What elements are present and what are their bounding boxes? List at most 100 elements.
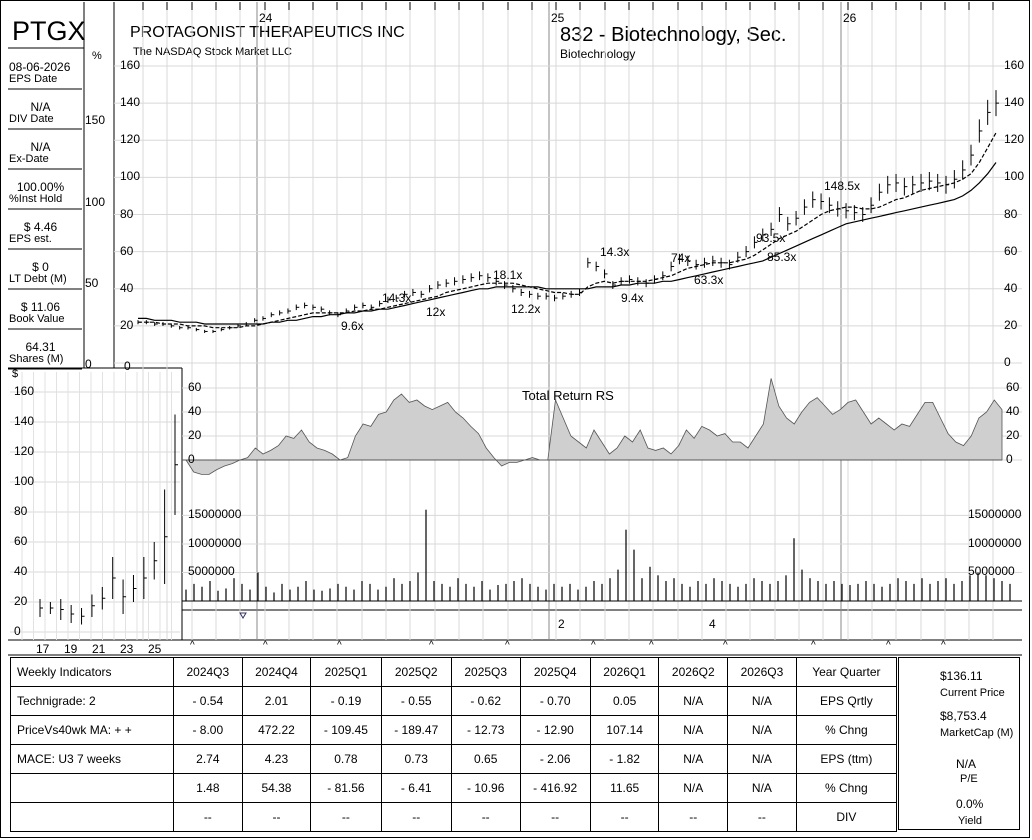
table-cell: % Chng bbox=[795, 773, 898, 803]
table-cell: - 2.06 bbox=[519, 744, 591, 774]
price-tick-left-60: 60 bbox=[120, 243, 134, 258]
table-row: 1.48 54.38- 81.56- 6.41- 10.96- 416.92 11.… bbox=[10, 773, 1020, 803]
table-row: -- -- -- -- -- -- -- -- -- DIV bbox=[10, 802, 1020, 832]
annual-year-17: 17 bbox=[36, 642, 50, 656]
ma-10-line bbox=[138, 132, 997, 329]
stat-value: 64.31 bbox=[25, 340, 56, 354]
company-name: PROTAGONIST THERAPEUTICS INC bbox=[130, 24, 405, 41]
table-row: MACE: U3 7 weeks 2.74 4.23 0.78 0.73 0.65- 2.… bbox=[10, 744, 1020, 774]
table-header-cell: 2025Q3 bbox=[450, 657, 521, 687]
table-cell: - 0.54 bbox=[173, 686, 243, 716]
stat-ex-date: N/A Ex-Date bbox=[9, 141, 72, 165]
earnings-caret: ^ bbox=[337, 640, 342, 651]
stat-value: N/A bbox=[30, 140, 51, 154]
stat-value: $ 4.46 bbox=[23, 220, 58, 234]
volume-tick-right: 15000000 bbox=[968, 507, 1022, 522]
percent-tick: 50 bbox=[85, 276, 99, 290]
table-header-cell: 2026Q3 bbox=[727, 657, 797, 687]
price-tick-left-40: 40 bbox=[120, 280, 134, 295]
table-row: Technigrade: 2- 0.54 2.01- 0.19- 0.55- 0.… bbox=[10, 686, 1020, 716]
earnings-caret: ^ bbox=[505, 640, 510, 651]
rs-tick-left-60: 60 bbox=[188, 380, 202, 394]
table-cell: N/A bbox=[658, 715, 729, 745]
table-cell: -- bbox=[519, 802, 591, 832]
table-row: PriceVs40wk MA: + + - 8.00 472.22- 109.45-… bbox=[10, 715, 1020, 745]
exchange-name: The NASDAQ Stock Market LLC bbox=[133, 46, 292, 58]
table-cell: 2.74 bbox=[173, 744, 243, 774]
right-panel-box bbox=[898, 657, 1020, 830]
earnings-caret: ^ bbox=[886, 640, 891, 651]
pe-annotation: 18.1x bbox=[493, 268, 523, 282]
table-cell: - 109.45 bbox=[310, 715, 382, 745]
quarter-mark-2: 2 bbox=[558, 617, 565, 631]
annual-tick-100: 100 bbox=[14, 474, 35, 488]
table-header-cell: 2025Q4 bbox=[519, 657, 591, 687]
sector-name: Biotechnology bbox=[560, 47, 636, 61]
volume-tick-left: 15000000 bbox=[188, 507, 242, 522]
table-cell: N/A bbox=[727, 744, 797, 774]
percent-tick: 100 bbox=[85, 195, 106, 209]
pe-annotation: 63.3x bbox=[694, 273, 724, 287]
table-cell: - 0.19 bbox=[310, 686, 382, 716]
table-cell: N/A bbox=[727, 773, 797, 803]
earnings-caret: ^ bbox=[429, 640, 434, 651]
annual-year-19: 19 bbox=[64, 642, 78, 656]
table-cell: - 416.92 bbox=[519, 773, 591, 803]
price-tick-right-0: 0 bbox=[1004, 355, 1011, 369]
price-tick-left-140: 140 bbox=[120, 95, 141, 110]
rs-tick-left-40: 40 bbox=[188, 404, 202, 418]
stat-label: Book Value bbox=[9, 313, 65, 325]
percent-axis-symbol: % bbox=[92, 50, 102, 62]
table-cell: 54.38 bbox=[241, 773, 312, 803]
annual-tick-140: 140 bbox=[14, 414, 35, 428]
pe-value: N/A bbox=[956, 757, 977, 771]
annual-tick-40: 40 bbox=[14, 564, 28, 578]
dollar-axis-symbol: $ bbox=[12, 368, 19, 380]
table-cell: N/A bbox=[727, 686, 797, 716]
table-header-cell: 2026Q1 bbox=[589, 657, 660, 687]
price-tick-right-80: 80 bbox=[1004, 206, 1018, 221]
rs-tick-right-20: 20 bbox=[1006, 428, 1020, 442]
table-cell: 4.23 bbox=[241, 744, 312, 774]
market-cap-value: $8,753.4 bbox=[940, 709, 987, 723]
annual-year-21: 21 bbox=[92, 642, 106, 656]
stat-label: Shares (M) bbox=[9, 353, 64, 365]
pe-annotation: 14.3x bbox=[382, 291, 412, 305]
table-cell: - 10.96 bbox=[450, 773, 521, 803]
table-cell: 11.65 bbox=[589, 773, 660, 803]
quarter-mark-4: 4 bbox=[709, 617, 716, 631]
table-cell: 0.73 bbox=[380, 744, 452, 774]
table-cell: EPS Qrtly bbox=[795, 686, 898, 716]
table-cell: 0.05 bbox=[589, 686, 660, 716]
rs-tick-left-0: 0 bbox=[188, 452, 195, 466]
year-label-24: 24 bbox=[259, 11, 273, 25]
stat-div-date: N/A DIV Date bbox=[9, 101, 72, 125]
yield-value: 0.0% bbox=[956, 797, 984, 811]
table-header-cell: Year Quarter bbox=[795, 657, 898, 687]
annual-tick-120: 120 bbox=[14, 444, 35, 458]
market-cap-label: MarketCap (M) bbox=[940, 727, 1014, 739]
pe-annotation: 14.3x bbox=[600, 245, 630, 259]
volume-tick-right: 5000000 bbox=[968, 564, 1015, 579]
annual-tick-20: 20 bbox=[14, 594, 28, 608]
earnings-caret: ^ bbox=[591, 640, 596, 651]
annual-year-25: 25 bbox=[148, 642, 162, 656]
table-cell: -- bbox=[727, 802, 797, 832]
chart-canvas bbox=[8, 2, 1022, 656]
table-cell: N/A bbox=[658, 686, 729, 716]
industry-group: 832 - Biotechnology, Sec. bbox=[560, 24, 787, 46]
table-cell: - 8.00 bbox=[173, 715, 243, 745]
pe-annotation: 74x bbox=[671, 251, 691, 265]
table-header-cell: 2024Q3 bbox=[173, 657, 243, 687]
table-cell: - 0.70 bbox=[519, 686, 591, 716]
current-price-label: Current Price bbox=[940, 687, 1005, 699]
stat-label: LT Debt (M) bbox=[9, 273, 67, 285]
ticker-symbol: PTGX bbox=[12, 16, 86, 46]
table-cell: - 12.90 bbox=[519, 715, 591, 745]
table-cell: PriceVs40wk MA: + + bbox=[10, 715, 174, 745]
stat-eps-est-: $ 4.46 EPS est. bbox=[9, 221, 72, 245]
earnings-caret: ^ bbox=[190, 640, 195, 651]
volume-tick-left: 10000000 bbox=[188, 535, 242, 550]
stat-label: %Inst Hold bbox=[9, 193, 63, 205]
stat-label: EPS est. bbox=[9, 233, 52, 245]
